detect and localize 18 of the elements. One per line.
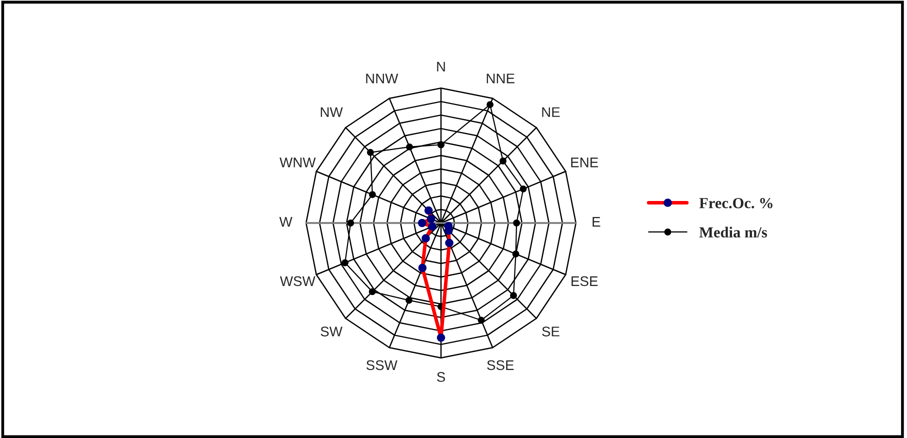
spoke-label: NNW [366,74,398,84]
spoke-label: SE [542,326,560,336]
spoke-label: ENE [571,158,598,168]
spoke-label: SSE [487,360,514,370]
spoke-label: SW [320,326,342,336]
spoke-label: S [437,372,445,382]
spoke-label: NE [542,107,560,117]
spoke-label: WSW [280,276,316,286]
spoke-label: NNE [486,74,514,84]
spoke-label: N [437,62,445,72]
spoke-label: E [592,217,600,227]
spoke-label: ESE [572,276,598,286]
spoke-label: W [279,217,292,227]
legend-label: Media m/s [699,226,768,238]
spoke-label: WNW [280,158,316,168]
spoke-label: SSW [366,360,398,370]
spoke-label: NW [320,107,343,117]
legend-label: Frec.Oc. % [699,198,772,208]
